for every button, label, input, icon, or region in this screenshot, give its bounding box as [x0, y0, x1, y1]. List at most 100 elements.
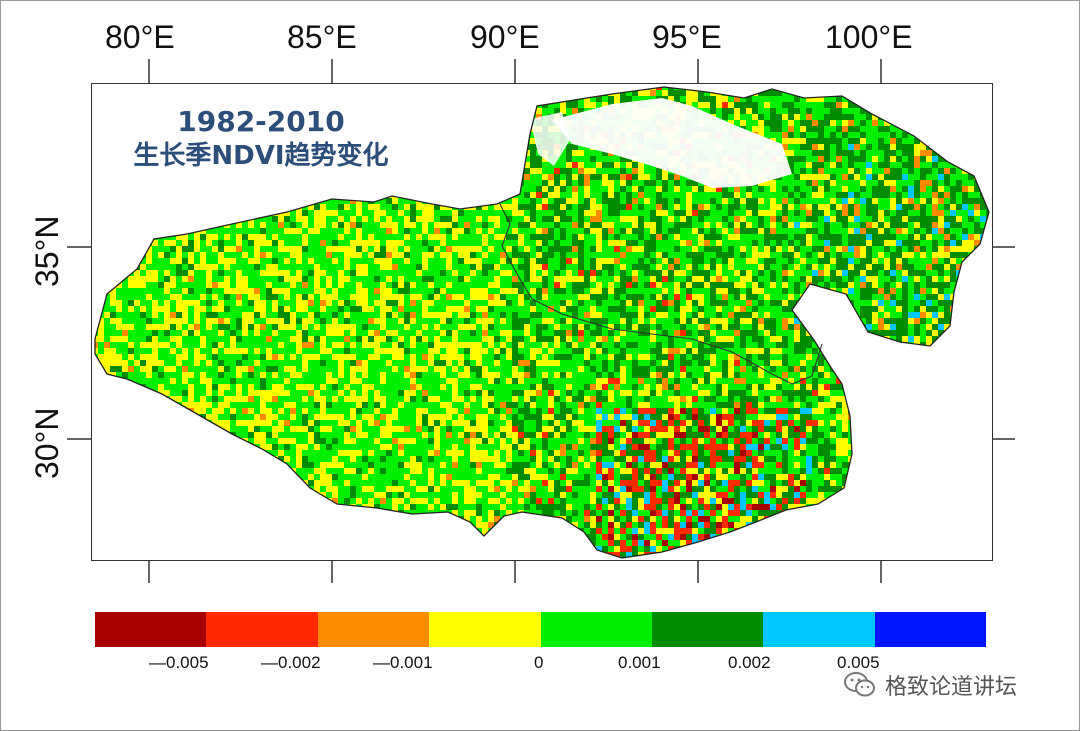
ndvi-pixel [650, 198, 656, 204]
ndvi-pixel [836, 174, 842, 180]
ndvi-pixel [200, 276, 206, 282]
ndvi-pixel [188, 246, 194, 252]
ndvi-pixel [284, 264, 290, 270]
ndvi-pixel [590, 162, 596, 168]
ndvi-pixel [758, 264, 764, 270]
ndvi-pixel [398, 276, 404, 282]
ndvi-pixel [620, 246, 626, 252]
ndvi-pixel [824, 258, 830, 264]
ndvi-pixel [962, 216, 968, 222]
ndvi-pixel [560, 162, 566, 168]
ndvi-pixel [674, 264, 680, 270]
ndvi-pixel [788, 228, 794, 234]
ndvi-pixel [890, 192, 896, 198]
ndvi-pixel [530, 186, 536, 192]
ndvi-pixel [428, 246, 434, 252]
ndvi-pixel [794, 258, 800, 264]
ndvi-pixel [968, 198, 974, 204]
ndvi-pixel [956, 222, 962, 228]
ndvi-pixel [380, 234, 386, 240]
ndvi-pixel [380, 216, 386, 222]
ndvi-pixel [650, 222, 656, 228]
ndvi-pixel [554, 168, 560, 174]
ndvi-pixel [632, 240, 638, 246]
ndvi-pixel [338, 276, 344, 282]
ndvi-pixel [434, 204, 440, 210]
ndvi-pixel [350, 240, 356, 246]
ndvi-pixel [524, 258, 530, 264]
ndvi-pixel [722, 252, 728, 258]
ndvi-pixel [506, 270, 512, 276]
ndvi-pixel [452, 228, 458, 234]
ndvi-pixel [842, 114, 848, 120]
ndvi-pixel [392, 228, 398, 234]
ndvi-pixel [698, 192, 704, 198]
ndvi-pixel [758, 114, 764, 120]
ndvi-pixel [860, 234, 866, 240]
ndvi-pixel [806, 108, 812, 114]
ndvi-pixel [854, 156, 860, 162]
ndvi-pixel [494, 222, 500, 228]
ndvi-pixel [488, 222, 494, 228]
ndvi-pixel [344, 240, 350, 246]
ndvi-pixel [764, 270, 770, 276]
ndvi-pixel [764, 108, 770, 114]
ndvi-pixel [506, 234, 512, 240]
ndvi-pixel [884, 246, 890, 252]
ndvi-pixel [236, 282, 242, 288]
ndvi-pixel [866, 162, 872, 168]
ndvi-pixel [722, 210, 728, 216]
ndvi-pixel [476, 246, 482, 252]
ndvi-pixel [878, 258, 884, 264]
ndvi-pixel [800, 156, 806, 162]
ndvi-pixel [188, 240, 194, 246]
ndvi-pixel [590, 174, 596, 180]
ndvi-pixel [782, 126, 788, 132]
ndvi-pixel [836, 192, 842, 198]
ndvi-pixel [626, 270, 632, 276]
ndvi-pixel [668, 174, 674, 180]
ndvi-pixel [680, 228, 686, 234]
ndvi-pixel [638, 246, 644, 252]
ndvi-pixel [896, 258, 902, 264]
ndvi-pixel [722, 264, 728, 270]
ndvi-pixel [704, 258, 710, 264]
ndvi-pixel [242, 234, 248, 240]
ndvi-pixel [566, 276, 572, 282]
ndvi-pixel [332, 222, 338, 228]
ndvi-pixel [896, 234, 902, 240]
ndvi-pixel [806, 120, 812, 126]
ndvi-pixel [950, 258, 956, 264]
ndvi-pixel [518, 228, 524, 234]
ndvi-pixel [824, 174, 830, 180]
ndvi-pixel [536, 168, 542, 174]
ndvi-pixel [182, 282, 188, 288]
ndvi-pixel [728, 270, 734, 276]
ndvi-pixel [608, 96, 614, 102]
ndvi-pixel [686, 276, 692, 282]
ndvi-pixel [398, 240, 404, 246]
ndvi-pixel [530, 168, 536, 174]
ndvi-pixel [260, 270, 266, 276]
ndvi-pixel [668, 222, 674, 228]
ndvi-pixel [974, 204, 980, 210]
ndvi-pixel [698, 234, 704, 240]
ndvi-pixel [338, 246, 344, 252]
ndvi-pixel [590, 102, 596, 108]
ndvi-pixel [722, 198, 728, 204]
ndvi-pixel [482, 264, 488, 270]
ndvi-pixel [866, 156, 872, 162]
ndvi-pixel [248, 222, 254, 228]
ndvi-pixel [626, 192, 632, 198]
ndvi-pixel [896, 180, 902, 186]
ndvi-pixel [428, 270, 434, 276]
ndvi-pixel [800, 120, 806, 126]
ndvi-pixel [920, 210, 926, 216]
ndvi-pixel [830, 168, 836, 174]
ndvi-pixel [650, 96, 656, 102]
ndvi-pixel [536, 264, 542, 270]
ndvi-pixel [812, 204, 818, 210]
ndvi-pixel [914, 228, 920, 234]
ndvi-pixel [872, 120, 878, 126]
ndvi-pixel [746, 210, 752, 216]
